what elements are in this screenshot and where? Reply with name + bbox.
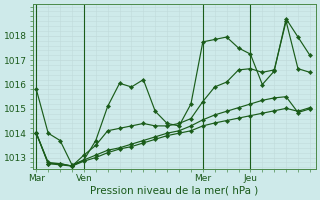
X-axis label: Pression niveau de la mer( hPa ): Pression niveau de la mer( hPa ) xyxy=(90,186,259,196)
